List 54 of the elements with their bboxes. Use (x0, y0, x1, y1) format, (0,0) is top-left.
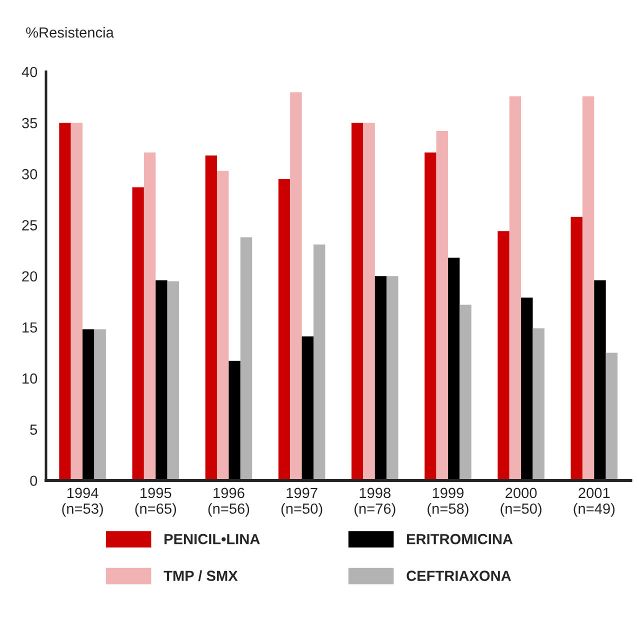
bar (205, 156, 218, 480)
legend-label: TMP / SMX (164, 570, 238, 582)
bar (532, 328, 544, 480)
legend-label: PENICIL•LINA (164, 534, 260, 544)
x-tick-label: 1999 (n=58) (428, 488, 468, 517)
bar (167, 281, 180, 480)
bar (217, 170, 229, 480)
bar (498, 231, 510, 480)
bar (374, 276, 387, 480)
y-axis-title: %Resistencia (26, 26, 114, 38)
bar (509, 96, 522, 480)
x-tick-label: 1996 (n=56) (208, 488, 250, 517)
bar (82, 329, 94, 480)
x-tick-label: 2001 (n=49) (574, 488, 615, 517)
bar (606, 352, 618, 480)
x-tick-label: 1995 (n=65) (135, 488, 176, 517)
legend-label: ERITROMICINA (407, 534, 513, 544)
y-tick-label: 10 (22, 373, 38, 384)
bar (94, 329, 106, 480)
bar (582, 96, 594, 480)
bar (314, 244, 326, 480)
bar (156, 280, 168, 480)
y-tick-label: 40 (22, 66, 38, 78)
bar (59, 122, 71, 480)
bar (521, 298, 533, 480)
bar (386, 276, 398, 480)
bar (228, 360, 240, 480)
y-tick-label: 20 (22, 271, 38, 282)
y-tick-label: 5 (30, 424, 38, 435)
bar (290, 92, 302, 480)
bar (278, 179, 290, 480)
bar (144, 152, 156, 480)
legend-label: CEFTRIAXONA (406, 570, 511, 581)
bar (570, 216, 582, 480)
y-tick-label: 25 (22, 220, 38, 230)
bar (352, 122, 364, 480)
bar (363, 122, 375, 480)
bar (70, 122, 83, 480)
x-tick-label: 2000 (n=50) (500, 488, 542, 517)
x-tick-label: 1997 (n=50) (281, 488, 322, 517)
bar (594, 280, 606, 480)
bar (436, 131, 448, 480)
y-tick-label: 30 (22, 169, 38, 180)
y-tick-label: 35 (22, 118, 38, 128)
bar (424, 152, 436, 480)
x-tick-label: 1994 (n=53) (62, 488, 103, 517)
bar (302, 336, 314, 480)
bar (240, 237, 252, 480)
bar (448, 258, 460, 480)
y-tick-label: 15 (22, 322, 38, 333)
x-tick-label: 1998 (n=76) (354, 488, 396, 517)
bar (132, 187, 144, 480)
y-tick-label: 0 (30, 476, 38, 486)
bar (460, 304, 472, 480)
